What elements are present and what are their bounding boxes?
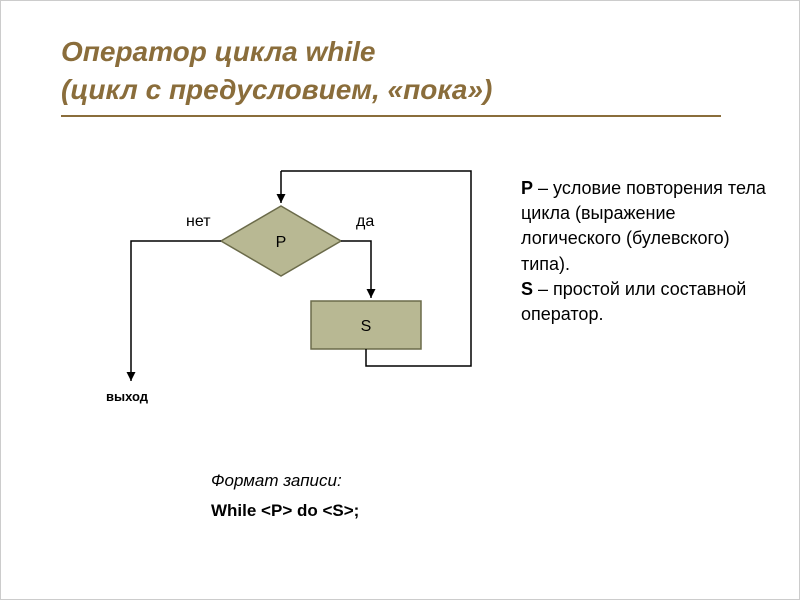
node-decision-label: P: [276, 234, 287, 251]
flowchart-diagram: P да S нет выход: [71, 151, 511, 421]
edge-no-label: нет: [186, 213, 211, 230]
exit-label: выход: [106, 389, 149, 404]
edge-no: [131, 241, 221, 381]
title-line-1: Оператор цикла while: [61, 36, 376, 67]
edge-yes: [341, 241, 371, 298]
desc-p-text: – условие повторения тела цикла (выражен…: [521, 178, 766, 274]
desc-p-symbol: P: [521, 178, 533, 198]
format-block: Формат записи: While <P> do <S>;: [211, 471, 359, 521]
node-body-label: S: [361, 318, 372, 335]
desc-s-symbol: S: [521, 279, 533, 299]
format-code: While <P> do <S>;: [211, 501, 359, 521]
format-label: Формат записи:: [211, 471, 359, 491]
desc-s-text: – простой или составной оператор.: [521, 279, 746, 324]
flowchart-svg: P да S нет выход: [71, 151, 511, 421]
edge-yes-label: да: [356, 213, 374, 230]
description-block: P – условие повторения тела цикла (выраж…: [521, 176, 771, 327]
title-line-2: (цикл с предусловием, «пока»): [61, 74, 492, 105]
slide-title: Оператор цикла while (цикл с предусловие…: [61, 33, 721, 117]
